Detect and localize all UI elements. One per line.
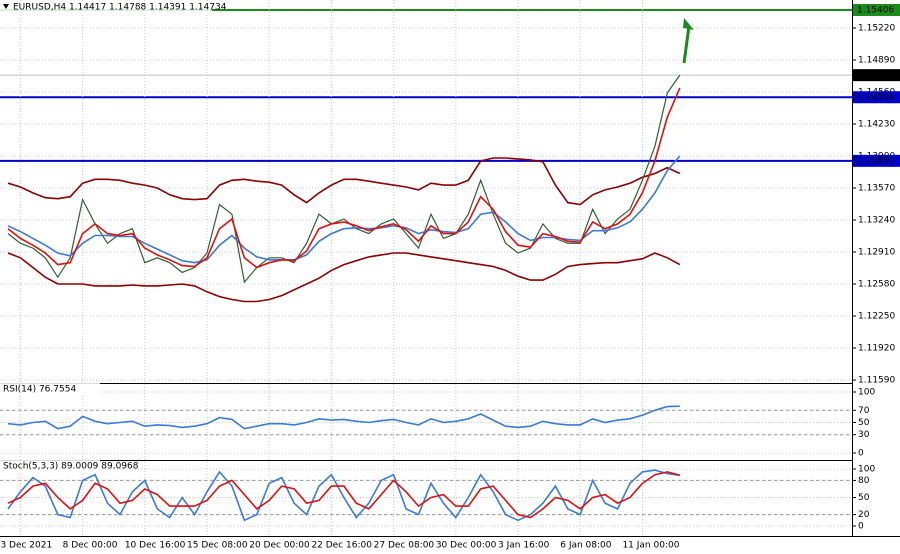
level-label: 1.14506 (857, 93, 894, 103)
y-tick-label: 30 (858, 430, 870, 440)
panel-title: EURUSD,H4 1.14417 1.14788 1.14391 1.1473… (13, 3, 227, 13)
arrow (682, 25, 691, 64)
title-bg (0, 460, 100, 472)
y-tick-label: 1.12580 (858, 280, 895, 290)
y-tick-label: 100 (858, 465, 875, 475)
y-tick-label: 1.13240 (858, 216, 895, 226)
series-line (7, 469, 680, 522)
x-tick-label: 20 Dec 00:00 (249, 541, 310, 551)
y-tick-label: 80 (858, 476, 870, 486)
series-line (7, 157, 681, 206)
y-tick-label: 1.14230 (858, 120, 895, 130)
menu-triangle (3, 4, 9, 9)
x-tick-label: 27 Dec 08:00 (374, 541, 435, 551)
series-line (7, 471, 681, 519)
panel-title: RSI(14) 76.7554 (3, 385, 76, 395)
x-tick-label: 8 Dec 00:00 (63, 541, 118, 551)
level-label-box (853, 3, 900, 16)
x-tick-label: 3 Dec 2021 (0, 541, 52, 551)
y-tick-label: 1.15220 (858, 24, 895, 34)
y-tick-label: 50 (858, 493, 870, 503)
x-tick-label: 11 Jan 00:00 (622, 541, 679, 551)
y-tick-label: 1.12250 (858, 311, 895, 321)
y-tick-label: 1.11920 (858, 343, 895, 353)
series-line (7, 87, 681, 269)
series-line (7, 252, 681, 303)
x-tick-label: 10 Dec 16:00 (125, 541, 186, 551)
y-tick-label: 50 (858, 418, 870, 428)
x-tick-label: 6 Jan 08:00 (560, 541, 612, 551)
current-price-label: 1.14734 (857, 71, 894, 81)
series-line (7, 74, 681, 284)
current-price-box (853, 69, 900, 82)
series-line (7, 405, 680, 430)
y-tick-label: 100 (858, 388, 875, 398)
y-tick-label: 20 (858, 510, 870, 520)
level-label-box (853, 154, 900, 167)
panel-title: Stoch(5,3,3) 89.0009 89.0968 (3, 462, 139, 472)
plot-area (0, 0, 852, 536)
level-label: 1.13850 (857, 156, 894, 166)
series-line (7, 155, 681, 264)
y-tick-label: 1.11590 (858, 375, 895, 385)
title-bg (0, 383, 100, 395)
y-tick-label: 1.13570 (858, 184, 895, 194)
arrow-head (683, 18, 694, 30)
y-tick-label: 70 (858, 406, 870, 416)
x-tick-label: 30 Dec 00:00 (436, 541, 497, 551)
level-label: 1.15406 (857, 5, 894, 15)
y-tick-label: 1.12910 (858, 248, 895, 258)
y-tick-label: 0 (858, 522, 864, 532)
x-tick-label: 15 Dec 08:00 (187, 541, 248, 551)
title-bg (0, 1, 212, 13)
y-tick-label: 1.14890 (858, 56, 895, 66)
level-label-box (853, 91, 900, 104)
x-tick-label: 22 Dec 16:00 (311, 541, 372, 551)
y-tick-label: 0 (858, 449, 864, 459)
x-tick-label: 3 Jan 16:00 (498, 541, 550, 551)
